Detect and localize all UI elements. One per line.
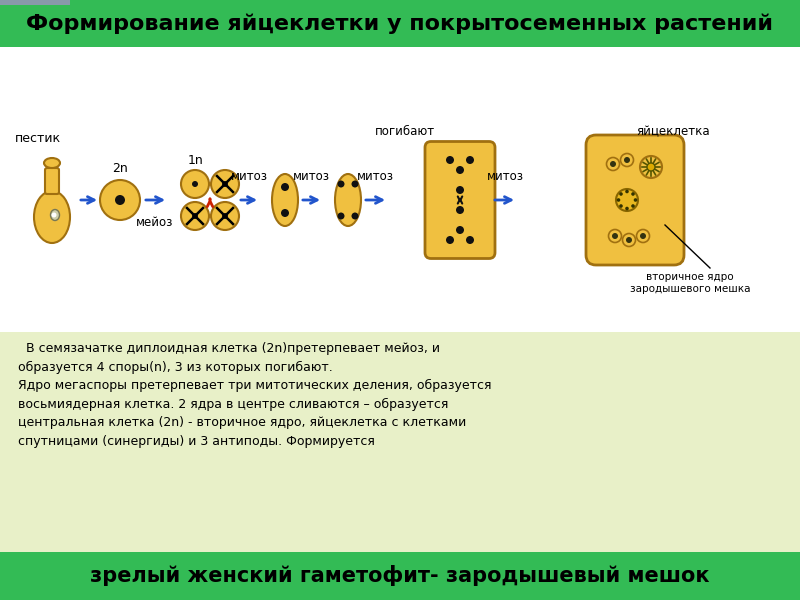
Circle shape bbox=[617, 198, 620, 202]
Circle shape bbox=[222, 181, 228, 187]
Circle shape bbox=[281, 209, 289, 217]
Text: митоз: митоз bbox=[486, 170, 523, 183]
FancyBboxPatch shape bbox=[45, 168, 59, 194]
Circle shape bbox=[466, 236, 474, 244]
Ellipse shape bbox=[606, 157, 619, 170]
Circle shape bbox=[192, 181, 198, 187]
FancyBboxPatch shape bbox=[586, 135, 684, 265]
Text: митоз: митоз bbox=[293, 170, 330, 183]
Circle shape bbox=[634, 198, 638, 202]
Circle shape bbox=[222, 213, 228, 219]
Circle shape bbox=[626, 237, 632, 243]
Circle shape bbox=[281, 183, 289, 191]
Bar bbox=[0, 552, 800, 600]
Circle shape bbox=[192, 213, 198, 219]
Circle shape bbox=[456, 206, 464, 214]
Circle shape bbox=[115, 195, 125, 205]
Circle shape bbox=[626, 206, 629, 210]
Ellipse shape bbox=[50, 209, 59, 220]
Circle shape bbox=[211, 170, 239, 198]
Ellipse shape bbox=[272, 174, 298, 226]
Text: В семязачатке диплоидная клетка (2n)претерпевает мейоз, и
образуется 4 споры(n),: В семязачатке диплоидная клетка (2n)прет… bbox=[18, 342, 491, 448]
Ellipse shape bbox=[335, 174, 361, 226]
Circle shape bbox=[619, 192, 622, 196]
Circle shape bbox=[211, 202, 239, 230]
Circle shape bbox=[456, 166, 464, 174]
Circle shape bbox=[466, 156, 474, 164]
Text: пестик: пестик bbox=[15, 132, 61, 145]
Circle shape bbox=[456, 186, 464, 194]
Ellipse shape bbox=[609, 229, 622, 242]
Text: яйцеклетка: яйцеклетка bbox=[636, 125, 710, 138]
Text: митоз: митоз bbox=[357, 170, 394, 183]
Text: зрелый женский гаметофит- зародышевый мешок: зрелый женский гаметофит- зародышевый ме… bbox=[90, 565, 710, 587]
Text: митоз: митоз bbox=[230, 170, 267, 183]
Bar bbox=[0, 0, 70, 5]
Circle shape bbox=[351, 181, 358, 187]
Circle shape bbox=[181, 202, 209, 230]
Circle shape bbox=[626, 190, 629, 193]
Ellipse shape bbox=[621, 154, 634, 166]
Text: мейоз: мейоз bbox=[136, 216, 174, 229]
Circle shape bbox=[51, 212, 57, 217]
Text: 2n: 2n bbox=[112, 162, 128, 175]
Text: погибают: погибают bbox=[375, 125, 435, 138]
Circle shape bbox=[456, 226, 464, 234]
Circle shape bbox=[616, 189, 638, 211]
Text: 1n: 1n bbox=[188, 154, 204, 167]
Circle shape bbox=[647, 163, 655, 171]
Circle shape bbox=[100, 180, 140, 220]
Circle shape bbox=[631, 192, 635, 196]
Bar bbox=[0, 332, 800, 552]
Bar bbox=[0, 47, 800, 332]
Circle shape bbox=[610, 161, 616, 167]
Circle shape bbox=[624, 157, 630, 163]
Circle shape bbox=[619, 204, 622, 208]
Ellipse shape bbox=[622, 233, 635, 247]
Circle shape bbox=[631, 204, 635, 208]
Circle shape bbox=[338, 212, 345, 220]
Ellipse shape bbox=[44, 158, 60, 168]
Circle shape bbox=[612, 233, 618, 239]
Ellipse shape bbox=[640, 156, 662, 178]
Circle shape bbox=[351, 212, 358, 220]
Bar bbox=[0, 0, 800, 47]
Circle shape bbox=[640, 233, 646, 239]
Circle shape bbox=[181, 170, 209, 198]
Ellipse shape bbox=[637, 229, 650, 242]
Circle shape bbox=[338, 181, 345, 187]
Text: вторичное ядро
зародышевого мешка: вторичное ядро зародышевого мешка bbox=[630, 272, 750, 293]
Circle shape bbox=[446, 236, 454, 244]
FancyBboxPatch shape bbox=[425, 142, 495, 259]
Text: Формирование яйцеклетки у покрытосеменных растений: Формирование яйцеклетки у покрытосеменны… bbox=[26, 14, 774, 34]
Ellipse shape bbox=[34, 191, 70, 243]
Circle shape bbox=[446, 156, 454, 164]
